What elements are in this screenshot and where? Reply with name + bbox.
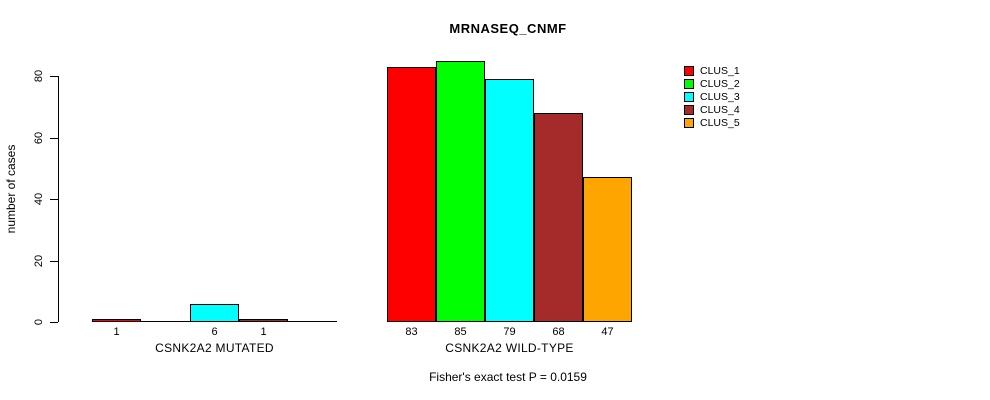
bar-clus_4 (534, 112, 583, 322)
bar-clus_1 (92, 318, 141, 322)
bar-value-label: 1 (113, 326, 120, 338)
y-tick-label: 40 (33, 192, 45, 206)
bar-zero-clus_5 (288, 321, 337, 322)
y-tick-mark (50, 76, 58, 77)
y-tick-label: 0 (33, 318, 45, 326)
bar-clus_3 (190, 303, 239, 322)
bar-value-label: 68 (552, 326, 565, 338)
y-tick-mark (50, 260, 58, 262)
bar-value-label: 79 (503, 326, 516, 338)
x-group-label: CSNK2A2 WILD-TYPE (445, 341, 574, 355)
y-axis-line (58, 76, 59, 322)
y-tick-label: 60 (33, 131, 45, 144)
annotation-fisher-test: Fisher's exact test P = 0.0159 (429, 370, 587, 384)
bar-zero-clus_2 (141, 321, 190, 322)
bar-clus_3 (485, 79, 534, 322)
legend-label-clus_4: CLUS_4 (700, 104, 740, 116)
legend-label-clus_2: CLUS_2 (700, 78, 740, 90)
y-tick-mark (50, 137, 58, 139)
bar-clus_2 (436, 60, 485, 322)
bar-clus_4 (239, 318, 288, 322)
y-tick-label: 20 (33, 254, 45, 267)
legend-swatch-clus_4 (684, 105, 694, 115)
bar-value-label: 47 (601, 326, 614, 338)
bar-value-label: 83 (405, 326, 418, 338)
y-tick-label: 80 (33, 69, 45, 83)
y-tick-mark (50, 199, 58, 200)
x-group-label: CSNK2A2 MUTATED (155, 341, 274, 355)
legend-swatch-clus_1 (684, 66, 694, 76)
legend-label-clus_3: CLUS_3 (700, 91, 740, 103)
legend-label-clus_5: CLUS_5 (700, 117, 740, 129)
bar-clus_5 (583, 177, 632, 322)
y-tick-mark (50, 322, 58, 323)
bar-value-label: 85 (454, 326, 467, 338)
bar-clus_1 (387, 66, 436, 322)
chart-title: MRNASEQ_CNMF (449, 21, 567, 36)
bar-value-label: 6 (211, 326, 218, 338)
legend-swatch-clus_2 (684, 79, 694, 89)
legend-swatch-clus_3 (684, 92, 694, 102)
legend-swatch-clus_5 (684, 118, 694, 128)
legend-label-clus_1: CLUS_1 (700, 65, 740, 77)
bar-value-label: 1 (260, 326, 267, 338)
y-axis-label: number of cases (4, 144, 18, 234)
